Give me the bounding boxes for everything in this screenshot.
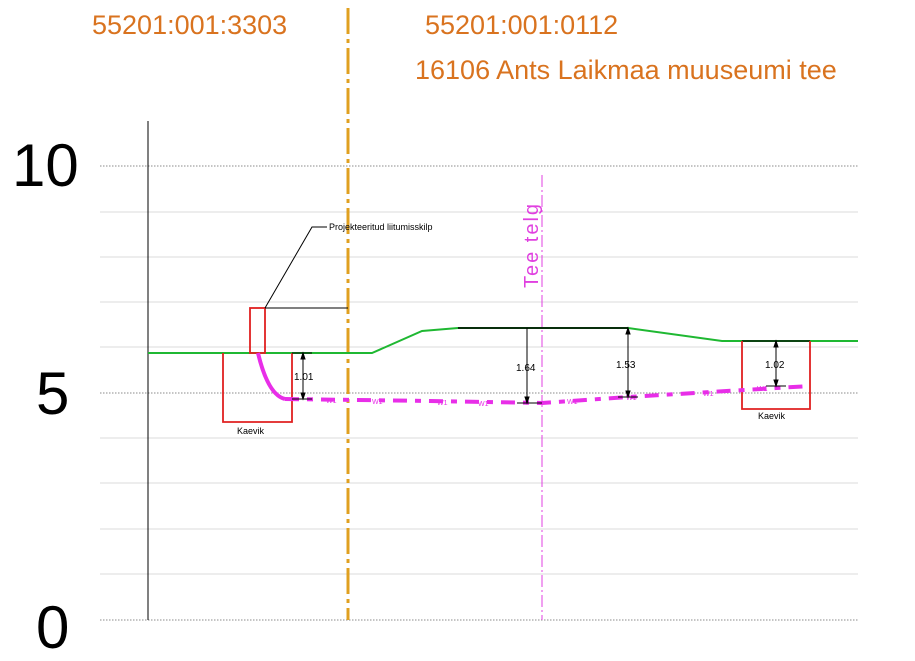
pipe-label: W1 [757, 386, 768, 393]
clamp-leader-pointer [264, 226, 327, 309]
depth-dimension-left [292, 351, 312, 401]
grid-lines [100, 165, 858, 621]
pipe-label: W1 [437, 400, 448, 407]
depth-label-right: 1.02 [765, 360, 785, 371]
pipe-label: W1 [372, 399, 383, 406]
left-trench [222, 353, 293, 423]
parcel-id-left: 55201:001:3303 [92, 10, 288, 40]
road-name-label: 16106 Ants Laikmaa muuseumi tee [415, 55, 837, 85]
water-pipe-curve [256, 352, 286, 401]
axis-tick-5: 5 [36, 360, 70, 427]
depth-label-left: 1.01 [294, 372, 314, 383]
depth-dimension-right-center [618, 326, 638, 399]
axis-tick-10: 10 [12, 132, 79, 199]
clamp-label: Projekteeritud liitumisskilp [329, 222, 433, 232]
depth-label-center: 1.64 [516, 363, 536, 374]
pipe-label: W1 [567, 399, 578, 406]
road-axis-label: Tee telg [521, 202, 543, 288]
parcel-id-right: 55201:001:0112 [425, 10, 619, 40]
pipe-labels: W1 W1 W1 W1 W1 W1 W1 W1 [326, 386, 768, 408]
depth-dimension-right [766, 339, 786, 388]
pipe-label: W1 [703, 391, 714, 398]
depth-dimension-center [517, 328, 542, 405]
pipe-label: W1 [626, 395, 637, 402]
pipe-label: W1 [478, 401, 489, 408]
pipe-label: W1 [326, 398, 337, 405]
left-trench-label: Kaevik [237, 426, 265, 436]
right-trench [741, 341, 811, 410]
right-trench-label: Kaevik [758, 411, 786, 421]
connection-box [249, 307, 266, 354]
axis-tick-0: 0 [36, 594, 70, 661]
depth-label-right-center: 1.53 [616, 360, 636, 371]
water-pipe-line [284, 384, 811, 406]
